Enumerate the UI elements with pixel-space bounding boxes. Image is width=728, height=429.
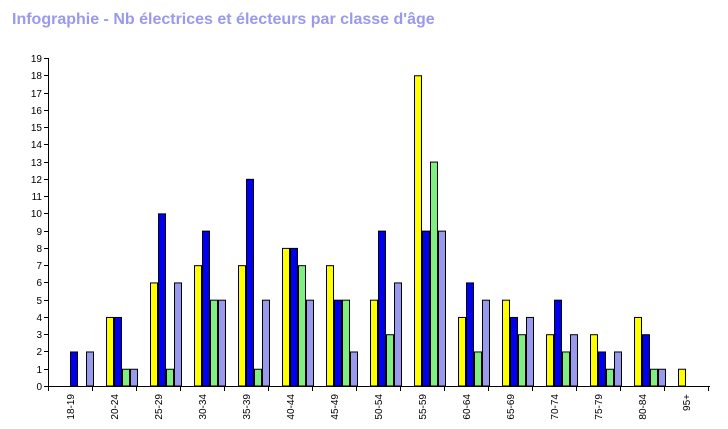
bar-55-59-series-1 <box>414 75 422 387</box>
x-tick-label: 60-64 <box>462 394 473 420</box>
bar-75-79-series-4 <box>614 351 622 387</box>
bar-35-39-series-4 <box>262 299 270 387</box>
bar-65-69-series-2 <box>510 316 518 387</box>
y-tick-label: 11 <box>32 192 43 203</box>
bar-30-34-series-1 <box>194 265 202 387</box>
bar-60-64-series-2 <box>466 282 474 387</box>
y-tick-label: 9 <box>36 227 42 238</box>
bar-45-49-series-2 <box>334 299 342 387</box>
bar-40-44-series-1 <box>282 247 290 387</box>
bar-80-84-series-4 <box>658 368 666 387</box>
bar-20-24-series-2 <box>114 316 122 387</box>
y-tick-label: 14 <box>31 140 43 151</box>
y-tick-label: 16 <box>31 106 43 117</box>
bar-25-29-series-4 <box>174 282 182 387</box>
bar-75-79-series-3 <box>606 368 614 387</box>
x-tick-label: 35-39 <box>242 394 253 420</box>
y-tick-label: 13 <box>31 158 43 169</box>
bar-75-79-series-1 <box>590 334 598 387</box>
x-tick-label: 75-79 <box>594 394 605 420</box>
y-tick-label: 4 <box>36 313 42 324</box>
x-tick-label: 50-54 <box>374 394 385 420</box>
bar-80-84-series-2 <box>642 334 650 387</box>
x-tick-label: 25-29 <box>154 394 165 420</box>
y-tick-label: 18 <box>31 71 43 82</box>
bar-25-29-series-3 <box>166 368 174 387</box>
y-tick-label: 1 <box>36 365 42 376</box>
bar-25-29-series-1 <box>150 282 158 387</box>
x-tick-label: 18-19 <box>66 394 77 420</box>
bar-65-69-series-1 <box>502 299 510 387</box>
bar-80-84-series-1 <box>634 316 642 387</box>
bar-25-29-series-2 <box>158 213 166 387</box>
x-axis: 18-19 20-24 25-29 30-34 35-39 40-44 45-49 50-54… <box>48 386 710 420</box>
x-tick-label: 30-34 <box>198 394 209 420</box>
y-tick-label: 17 <box>31 89 43 100</box>
bar-18-19-series-4 <box>86 351 94 387</box>
y-tick-label: 2 <box>36 347 42 358</box>
bar-60-64-series-1 <box>458 316 466 387</box>
bar-50-54-series-4 <box>394 282 402 387</box>
bar-70-74-series-1 <box>546 334 554 387</box>
bar-35-39-series-3 <box>254 368 262 387</box>
bar-45-49-series-3 <box>342 299 350 387</box>
y-tick-label: 8 <box>36 244 42 255</box>
y-tick-label: 0 <box>36 382 42 393</box>
bar-70-74-series-4 <box>570 334 578 387</box>
bar-75-79-series-2 <box>598 351 606 387</box>
y-tick-label: 15 <box>31 123 43 134</box>
bar-30-34-series-3 <box>210 299 218 387</box>
bar-60-64-series-3 <box>474 351 482 387</box>
y-tick-label: 12 <box>31 175 43 186</box>
bar-20-24-series-4 <box>130 368 138 387</box>
y-tick-label: 7 <box>36 261 42 272</box>
bar-45-49-series-4 <box>350 351 358 387</box>
x-tick-label: 95+ <box>682 394 693 411</box>
y-tick-label: 5 <box>36 296 42 307</box>
x-tick-label: 20-24 <box>110 394 121 420</box>
y-tick-label: 19 <box>31 54 43 65</box>
bar-80-84-series-3 <box>650 368 658 387</box>
y-tick-label: 10 <box>31 209 43 220</box>
bar-50-54-series-1 <box>370 299 378 387</box>
bar-55-59-series-3 <box>430 161 438 387</box>
bar-20-24-series-3 <box>122 368 130 387</box>
bar-50-54-series-3 <box>386 334 394 387</box>
bar-35-39-series-1 <box>238 265 246 387</box>
bar-65-69-series-4 <box>526 316 534 387</box>
bar-70-74-series-2 <box>554 299 562 387</box>
x-tick-label: 55-59 <box>418 394 429 420</box>
bar-30-34-series-4 <box>218 299 226 387</box>
chart-title: Infographie - Nb électrices et électeurs… <box>12 11 435 28</box>
bar-95+-series-1 <box>678 368 686 387</box>
bar-50-54-series-2 <box>378 230 386 387</box>
bar-18-19-series-2 <box>70 351 78 387</box>
bar-65-69-series-3 <box>518 334 526 387</box>
bar-40-44-series-4 <box>306 299 314 387</box>
bar-55-59-series-2 <box>422 230 430 387</box>
x-tick-label: 80-84 <box>638 394 649 420</box>
bar-70-74-series-3 <box>562 351 570 387</box>
bar-35-39-series-2 <box>246 178 254 387</box>
bar-45-49-series-1 <box>326 265 334 387</box>
y-tick-label: 3 <box>36 330 42 341</box>
bar-40-44-series-2 <box>290 247 298 387</box>
x-tick-label: 65-69 <box>506 394 517 420</box>
bar-55-59-series-4 <box>438 230 446 387</box>
x-tick-label: 70-74 <box>550 394 561 420</box>
bars <box>70 75 686 387</box>
bar-30-34-series-2 <box>202 230 210 387</box>
y-tick-label: 6 <box>36 278 42 289</box>
x-tick-label: 45-49 <box>330 394 341 420</box>
bar-20-24-series-1 <box>106 316 114 387</box>
bar-60-64-series-4 <box>482 299 490 387</box>
bar-40-44-series-3 <box>298 265 306 387</box>
x-tick-label: 40-44 <box>286 394 297 420</box>
